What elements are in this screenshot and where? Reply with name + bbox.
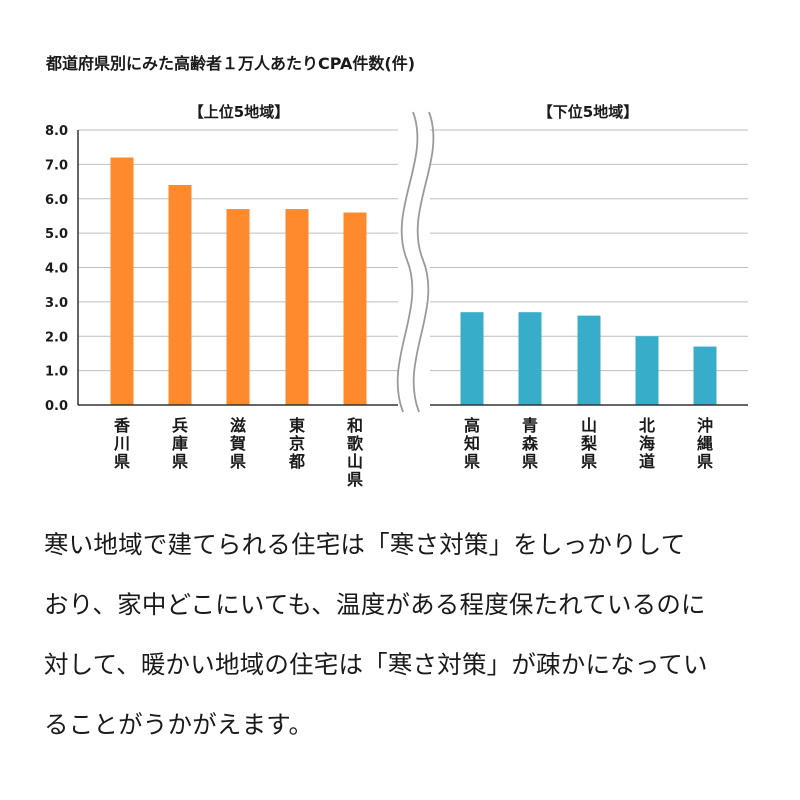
bar bbox=[285, 209, 309, 405]
x-category-label: 山梨県 bbox=[580, 416, 598, 471]
labels: 0.0 1.0 2.0 3.0 4.0 5.0 6.0 7.0 8.0 【上位5地域】香川県 兵庫県… bbox=[45, 103, 713, 489]
y-tick-label: 8.0 bbox=[45, 124, 68, 139]
y-tick-label: 6.0 bbox=[45, 193, 68, 208]
x-category-label: 兵庫県 bbox=[172, 416, 188, 471]
cpa-bar-chart: 都道府県別にみた高齢者１万人あたりCPA件数(件) 0.0 1.0 2.0 3.0 4.… bbox=[45, 54, 748, 489]
x-category-label: 高知県 bbox=[464, 416, 480, 471]
x-category-label: 和歌山県 bbox=[347, 416, 364, 489]
group-label: 【上位5地域】 bbox=[189, 103, 289, 121]
group-label: 【下位5地域】 bbox=[538, 103, 638, 121]
chart-title: 都道府県別にみた高齢者１万人あたりCPA件数(件) bbox=[45, 54, 415, 73]
x-category-label: 青森県 bbox=[522, 416, 539, 471]
bar bbox=[635, 336, 659, 405]
caption-line-3: 対して、暖かい地域の住宅は「寒さ対策」が疎かになってい bbox=[44, 650, 708, 679]
bar bbox=[577, 315, 601, 405]
axis-break-line bbox=[412, 111, 435, 413]
y-tick-label: 4.0 bbox=[45, 262, 68, 277]
bar bbox=[226, 209, 250, 405]
y-tick-label: 7.0 bbox=[45, 158, 68, 173]
axis-break-line bbox=[396, 111, 419, 413]
caption-line-1: 寒い地域で建てられる住宅は「寒さ対策」をしっかりして bbox=[44, 530, 686, 559]
bars bbox=[110, 157, 717, 405]
x-category-label: 東京都 bbox=[288, 416, 305, 471]
x-category-label: 沖縄県 bbox=[697, 416, 713, 471]
y-tick-label: 2.0 bbox=[45, 330, 68, 345]
bar bbox=[343, 212, 367, 405]
bar bbox=[168, 185, 192, 405]
y-tick-label: 3.0 bbox=[45, 296, 68, 311]
bar bbox=[518, 312, 542, 405]
y-tick-label: 0.0 bbox=[45, 399, 68, 414]
y-tick-label: 1.0 bbox=[45, 365, 68, 380]
caption-line-2: おり、家中どこにいても、温度がある程度保たれているのに bbox=[44, 590, 706, 619]
axes bbox=[77, 111, 748, 413]
bar bbox=[693, 346, 717, 405]
y-tick-label: 5.0 bbox=[45, 227, 68, 242]
x-category-label: 滋賀県 bbox=[229, 416, 246, 471]
caption-block: 寒い地域で建てられる住宅は「寒さ対策」をしっかりして おり、家中どこにいても、温… bbox=[44, 530, 764, 770]
x-category-label: 北海道 bbox=[639, 416, 655, 471]
bar bbox=[460, 312, 484, 405]
bar bbox=[110, 157, 134, 405]
caption-line-4: ることがうかがえます。 bbox=[44, 710, 314, 739]
x-category-label: 香川県 bbox=[113, 416, 131, 471]
